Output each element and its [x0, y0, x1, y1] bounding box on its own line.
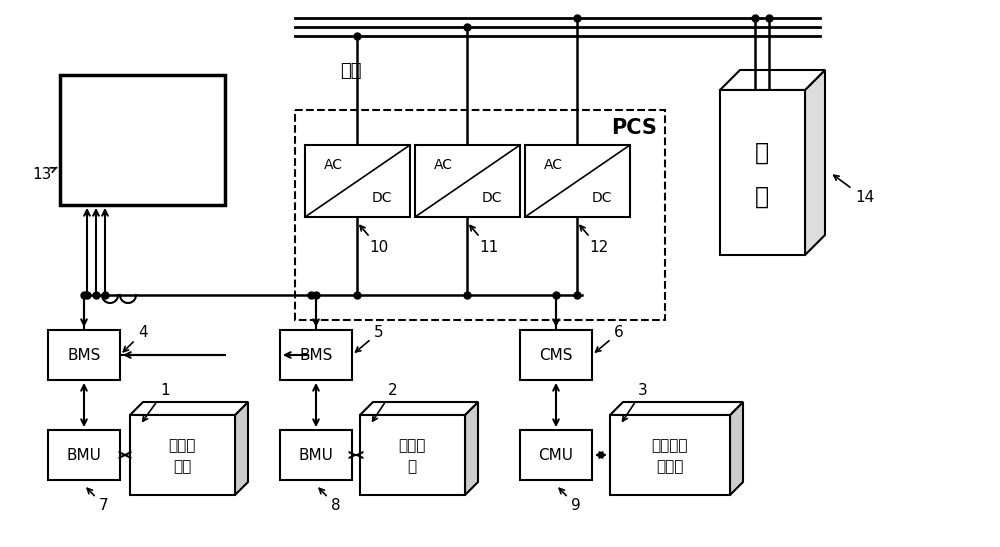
Polygon shape — [730, 402, 743, 495]
FancyBboxPatch shape — [280, 330, 352, 380]
FancyBboxPatch shape — [720, 90, 805, 255]
Text: 铅酸电: 铅酸电 — [168, 438, 196, 453]
Polygon shape — [805, 70, 825, 255]
Text: 电池组: 电池组 — [656, 459, 684, 474]
Polygon shape — [360, 402, 478, 415]
Text: 超级电容: 超级电容 — [652, 438, 688, 453]
Text: DC: DC — [371, 190, 392, 205]
Polygon shape — [720, 70, 825, 90]
FancyBboxPatch shape — [48, 330, 120, 380]
FancyBboxPatch shape — [60, 75, 225, 205]
Polygon shape — [610, 402, 743, 415]
Text: 2: 2 — [373, 383, 398, 421]
Text: BMU: BMU — [67, 447, 101, 463]
Text: AC: AC — [544, 158, 563, 172]
Text: 组: 组 — [407, 459, 417, 474]
Text: 12: 12 — [580, 225, 608, 255]
Polygon shape — [235, 402, 248, 495]
Text: 7: 7 — [87, 488, 109, 513]
FancyBboxPatch shape — [360, 415, 465, 495]
FancyBboxPatch shape — [130, 415, 235, 495]
Polygon shape — [130, 402, 248, 415]
Text: 1: 1 — [143, 383, 170, 421]
Text: BMU: BMU — [299, 447, 333, 463]
Text: 5: 5 — [356, 325, 384, 352]
Text: 池组: 池组 — [173, 459, 191, 474]
Text: CMU: CMU — [538, 447, 574, 463]
Text: 电网: 电网 — [340, 62, 362, 80]
Text: CMS: CMS — [539, 347, 573, 363]
FancyBboxPatch shape — [525, 145, 630, 217]
Text: AC: AC — [324, 158, 343, 172]
FancyBboxPatch shape — [520, 330, 592, 380]
Text: 8: 8 — [319, 488, 341, 513]
Text: BMS: BMS — [299, 347, 333, 363]
FancyBboxPatch shape — [280, 430, 352, 480]
Text: DC: DC — [481, 190, 502, 205]
FancyBboxPatch shape — [520, 430, 592, 480]
Text: AC: AC — [434, 158, 453, 172]
FancyBboxPatch shape — [305, 145, 410, 217]
Text: 14: 14 — [834, 175, 874, 206]
FancyBboxPatch shape — [415, 145, 520, 217]
Text: BMS: BMS — [67, 347, 101, 363]
Text: 荷: 荷 — [755, 185, 769, 210]
Text: DC: DC — [591, 190, 612, 205]
Polygon shape — [465, 402, 478, 495]
Text: 锦电池: 锦电池 — [398, 438, 426, 453]
Text: 6: 6 — [596, 325, 624, 352]
Text: PCS: PCS — [611, 118, 657, 138]
Text: 9: 9 — [559, 488, 581, 513]
Text: 13: 13 — [32, 167, 57, 182]
FancyBboxPatch shape — [48, 430, 120, 480]
FancyBboxPatch shape — [610, 415, 730, 495]
Text: 10: 10 — [360, 225, 388, 255]
Text: 11: 11 — [470, 225, 498, 255]
Text: 负: 负 — [755, 141, 769, 165]
Text: 3: 3 — [623, 383, 648, 421]
Text: 4: 4 — [123, 325, 148, 352]
